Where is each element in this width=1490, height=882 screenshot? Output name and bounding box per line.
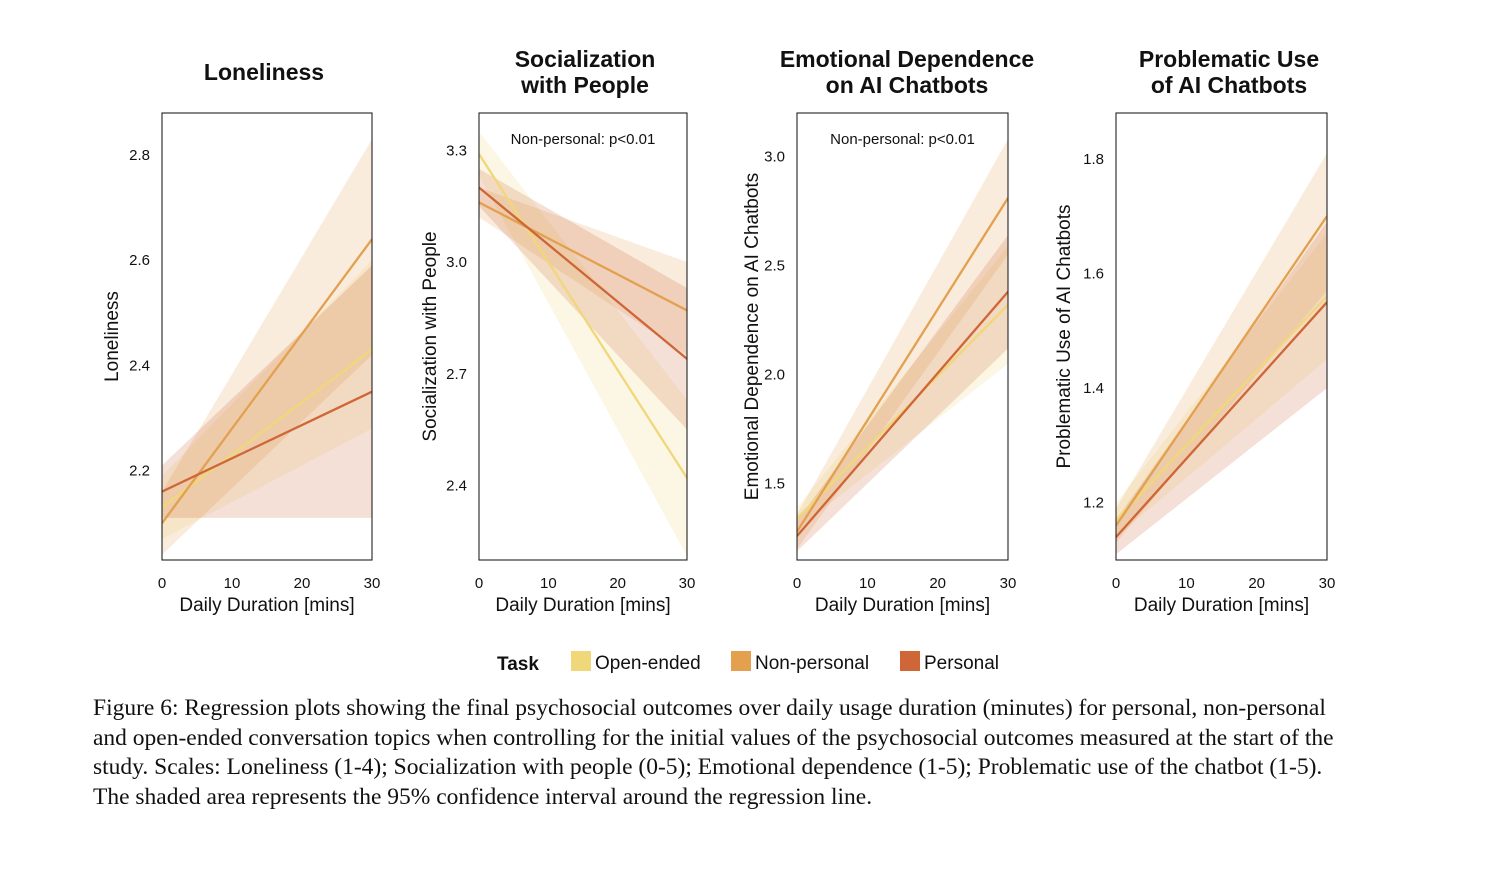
significance-annotation: Non-personal: p<0.01	[830, 131, 975, 148]
x-tick-label: 30	[1319, 575, 1336, 592]
x-tick-label: 0	[793, 575, 801, 592]
y-axis-label: Emotional Dependence on AI Chatbots	[742, 173, 763, 500]
x-axis-label: Daily Duration [mins]	[179, 595, 354, 616]
y-axis-label: Problematic Use of AI Chatbots	[1054, 204, 1075, 468]
regression-lines	[162, 238, 372, 524]
ci-band-open-ended	[797, 246, 1008, 530]
legend-swatch	[900, 651, 920, 671]
ci-band-personal	[1116, 221, 1327, 555]
y-tick-label: 1.4	[1083, 380, 1104, 397]
regression-lines	[797, 197, 1008, 537]
regression-line-non-personal	[479, 201, 687, 312]
panel-title-line: Socialization	[515, 46, 656, 72]
regression-line-non-personal	[1116, 215, 1327, 527]
x-tick-label: 0	[158, 575, 166, 592]
regression-line-personal	[479, 186, 687, 360]
legend-label: Open-ended	[595, 653, 701, 674]
y-tick-label: 2.5	[764, 258, 785, 275]
panel-title-line: Emotional Dependence	[780, 46, 1034, 72]
plot-frame	[1115, 112, 1328, 561]
y-tick-label: 2.6	[129, 252, 150, 269]
plot-frame	[161, 112, 373, 561]
panel-title-line: Problematic Use	[1139, 46, 1319, 72]
regression-line-personal	[1116, 301, 1327, 538]
y-tick-label: 1.6	[1083, 265, 1104, 282]
legend-item: Non-personal	[731, 651, 869, 674]
panel-title-line: Loneliness	[204, 59, 324, 85]
y-axis-label: Loneliness	[102, 291, 123, 382]
regression-line-open-ended	[479, 153, 687, 479]
regression-line-personal	[797, 291, 1008, 537]
x-tick-label: 30	[679, 575, 696, 592]
legend-swatch	[571, 651, 591, 671]
figure-caption: Figure 6: Regression plots showing the f…	[93, 695, 1334, 810]
y-tick-label: 2.0	[764, 367, 785, 384]
x-tick-label: 0	[475, 575, 483, 592]
y-tick-label: 2.7	[446, 366, 467, 383]
x-tick-label: 0	[1112, 575, 1120, 592]
ci-band-personal	[479, 168, 687, 430]
legend-swatch	[731, 651, 751, 671]
regression-line-open-ended	[162, 348, 372, 509]
chart-panel-1: Loneliness 2.2 2.4 2.6 2.8 0 10 20 30 Daily Durat…	[102, 59, 380, 616]
y-tick-label: 1.2	[1083, 495, 1104, 512]
legend-item: Open-ended	[571, 651, 701, 674]
y-tick-label: 3.0	[764, 149, 785, 166]
x-tick-label: 20	[609, 575, 626, 592]
y-tick-label: 2.8	[129, 147, 150, 164]
regression-line-open-ended	[1116, 295, 1327, 521]
panel-title-line: on AI Chatbots	[826, 72, 989, 98]
x-tick-label: 10	[1178, 575, 1195, 592]
ci-band-personal	[162, 265, 372, 518]
y-tick-label: 2.4	[129, 357, 150, 374]
y-tick-label: 1.8	[1083, 151, 1104, 168]
ci-band-open-ended	[1116, 233, 1327, 538]
ci-band-personal	[797, 235, 1008, 552]
x-axis-label: Daily Duration [mins]	[815, 595, 990, 616]
confidence-bands	[797, 139, 1008, 552]
x-tick-label: 30	[364, 575, 381, 592]
confidence-bands	[479, 131, 687, 557]
plot-frame	[478, 112, 688, 561]
x-axis-label: Daily Duration [mins]	[1134, 595, 1309, 616]
confidence-bands	[162, 139, 372, 555]
x-tick-label: 20	[294, 575, 311, 592]
regression-line-non-personal	[797, 197, 1008, 533]
ci-band-open-ended	[479, 131, 687, 557]
legend: Task Open-ended Non-personal Personal	[497, 651, 999, 675]
significance-annotation: Non-personal: p<0.01	[511, 131, 656, 148]
regression-lines	[1116, 215, 1327, 538]
x-tick-label: 30	[1000, 575, 1017, 592]
y-tick-label: 3.0	[446, 254, 467, 271]
x-tick-label: 10	[224, 575, 241, 592]
panel-title-line: of AI Chatbots	[1151, 72, 1307, 98]
legend-title: Task	[497, 654, 539, 675]
y-tick-label: 1.5	[764, 476, 785, 493]
legend-label: Personal	[924, 653, 999, 674]
y-tick-label: 3.3	[446, 142, 467, 159]
y-tick-label: 2.2	[129, 463, 150, 480]
legend-item: Personal	[900, 651, 999, 674]
x-tick-label: 20	[929, 575, 946, 592]
confidence-bands	[1116, 153, 1327, 555]
plot-frame	[796, 112, 1009, 561]
chart-panels: Loneliness 2.2 2.4 2.6 2.8 0 10 20 30 Daily Durat…	[102, 46, 1335, 616]
legend-label: Non-personal	[755, 653, 869, 674]
x-tick-label: 10	[540, 575, 557, 592]
x-axis-label: Daily Duration [mins]	[495, 595, 670, 616]
ci-band-non-personal	[1116, 153, 1327, 543]
panel-title-line: with People	[520, 72, 649, 98]
regression-lines	[479, 153, 687, 479]
x-tick-label: 10	[859, 575, 876, 592]
y-axis-label: Socialization with People	[420, 231, 441, 441]
y-tick-label: 2.4	[446, 478, 467, 495]
x-tick-label: 20	[1248, 575, 1265, 592]
regression-line-personal	[162, 390, 372, 493]
regression-line-open-ended	[797, 304, 1008, 520]
